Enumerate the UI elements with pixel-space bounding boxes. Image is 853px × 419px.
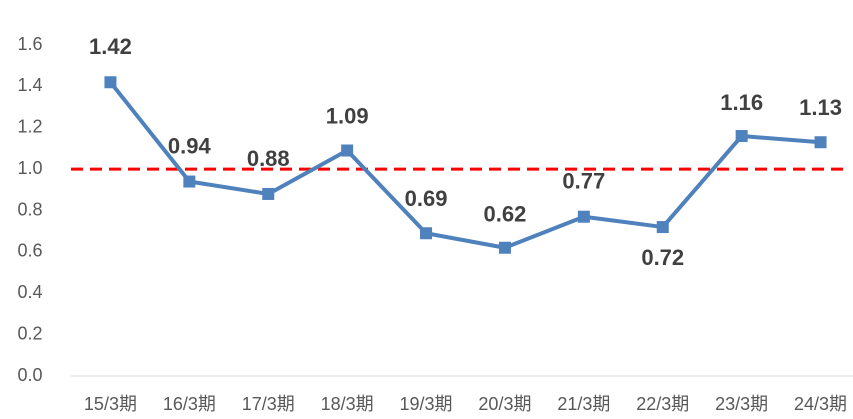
- marker: [420, 227, 433, 240]
- y-tick-label: 0.0: [17, 365, 42, 385]
- y-tick-label: 1.6: [17, 34, 42, 54]
- marker: [814, 136, 827, 149]
- y-tick-label: 0.6: [17, 241, 42, 261]
- y-tick-label: 0.8: [17, 199, 42, 219]
- x-tick-label: 20/3期: [478, 394, 531, 414]
- data-label: 1.42: [89, 34, 132, 59]
- marker: [341, 144, 354, 157]
- x-tick-label: 15/3期: [84, 394, 137, 414]
- data-label: 0.72: [641, 245, 684, 270]
- x-tick-label: 24/3期: [794, 394, 847, 414]
- x-tick-label: 17/3期: [242, 394, 295, 414]
- x-tick-label: 23/3期: [715, 394, 768, 414]
- marker: [262, 187, 275, 200]
- data-label: 0.88: [247, 146, 290, 171]
- x-tick-label: 19/3期: [400, 394, 453, 414]
- y-tick-label: 1.0: [17, 158, 42, 178]
- marker: [656, 221, 669, 234]
- data-label: 0.62: [484, 202, 527, 227]
- series-line: [108, 80, 821, 250]
- y-tick-label: 1.4: [17, 75, 42, 95]
- y-tick-label: 1.2: [17, 117, 42, 137]
- x-tick-label: 21/3期: [557, 394, 610, 414]
- data-label: 0.69: [405, 186, 448, 211]
- x-tick-label: 18/3期: [321, 394, 374, 414]
- y-tick-label: 0.2: [17, 323, 42, 343]
- data-label: 0.94: [168, 133, 212, 158]
- y-tick-label: 0.4: [17, 282, 42, 302]
- marker: [577, 210, 590, 223]
- x-tick-label: 16/3期: [163, 394, 216, 414]
- marker: [498, 241, 511, 254]
- marker: [735, 130, 748, 143]
- marker: [104, 76, 117, 89]
- data-label: 1.13: [799, 95, 842, 120]
- data-label: 0.77: [562, 169, 605, 194]
- x-tick-label: 22/3期: [636, 394, 689, 414]
- data-label: 1.16: [720, 90, 763, 115]
- data-label: 1.09: [326, 103, 369, 128]
- marker: [183, 175, 196, 188]
